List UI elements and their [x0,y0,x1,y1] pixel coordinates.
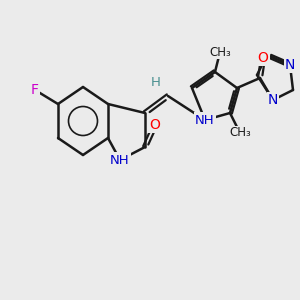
Text: O: O [258,51,268,65]
Text: CH₃: CH₃ [229,127,251,140]
Text: H: H [151,76,161,88]
Text: NH: NH [110,154,130,166]
Text: F: F [31,83,39,97]
Text: N: N [285,58,295,72]
Text: O: O [150,118,160,132]
Text: NH: NH [195,113,215,127]
Text: CH₃: CH₃ [209,46,231,59]
Text: N: N [268,93,278,107]
